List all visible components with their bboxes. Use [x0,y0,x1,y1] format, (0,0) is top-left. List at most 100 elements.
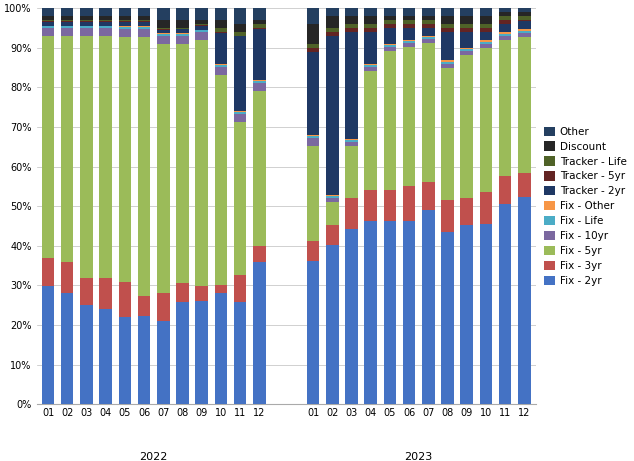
Bar [403,41,415,43]
Bar [42,258,55,285]
Bar [403,28,415,40]
Bar [346,139,358,140]
Text: 2023: 2023 [404,452,433,461]
Bar [100,25,112,26]
Bar [176,33,189,34]
Bar [234,114,247,122]
Bar [61,25,74,26]
Bar [346,16,358,24]
Bar [215,65,227,67]
Bar [422,39,434,43]
Bar [61,28,74,36]
Bar [253,246,266,261]
Bar [441,28,454,32]
Bar [138,21,150,22]
Bar [253,261,266,404]
Bar [81,22,93,25]
Bar [61,262,74,294]
Bar [100,22,112,25]
Bar [100,278,112,309]
Bar [326,28,339,32]
Bar [119,25,131,28]
Bar [307,52,320,135]
Bar [307,44,320,48]
Bar [157,294,169,321]
Bar [480,32,492,40]
Legend: Other, Discount, Tracker - Life, Tracker - 5yr, Tracker - 2yr, Fix - Other, Fix : Other, Discount, Tracker - Life, Tracker… [541,124,630,289]
Bar [176,8,189,20]
Bar [81,36,93,278]
Bar [460,28,473,32]
Bar [176,30,189,33]
Bar [157,36,169,44]
Bar [365,8,377,16]
Bar [307,48,320,52]
Bar [215,33,227,65]
Bar [499,34,512,36]
Bar [422,8,434,16]
Bar [253,8,266,20]
Bar [499,36,512,40]
Bar [157,44,169,294]
Bar [499,32,512,34]
Bar [157,20,169,28]
Bar [441,62,454,64]
Bar [460,198,473,225]
Bar [422,24,434,28]
Bar [215,67,227,75]
Bar [346,24,358,28]
Bar [441,16,454,24]
Bar [42,20,55,21]
Bar [42,8,55,16]
Bar [119,30,131,37]
Bar [100,28,112,36]
Bar [119,21,131,22]
Bar [138,316,150,404]
Bar [157,8,169,20]
Bar [384,8,396,16]
Bar [100,8,112,16]
Bar [460,8,473,16]
Bar [346,8,358,16]
Bar [384,51,396,190]
Bar [176,20,189,28]
Bar [157,321,169,404]
Bar [234,112,247,114]
Bar [403,16,415,20]
Bar [518,20,531,21]
Bar [346,198,358,230]
Bar [195,20,208,24]
Text: 2022: 2022 [139,452,168,461]
Bar [518,16,531,20]
Bar [138,27,150,29]
Bar [365,64,377,65]
Bar [253,80,266,81]
Bar [253,24,266,28]
Bar [460,225,473,404]
Bar [253,81,266,83]
Bar [195,25,208,30]
Bar [234,8,247,24]
Bar [119,16,131,20]
Bar [460,49,473,51]
Bar [480,224,492,404]
Bar [422,20,434,24]
Bar [119,282,131,318]
Bar [100,16,112,20]
Bar [234,122,247,275]
Bar [157,28,169,29]
Bar [441,8,454,16]
Bar [326,201,339,225]
Bar [234,275,247,302]
Bar [100,36,112,278]
Bar [81,25,93,26]
Bar [326,16,339,28]
Bar [42,285,55,404]
Bar [480,40,492,42]
Bar [441,32,454,60]
Bar [326,32,339,36]
Bar [119,37,131,282]
Bar [422,36,434,37]
Bar [403,8,415,16]
Bar [518,37,531,173]
